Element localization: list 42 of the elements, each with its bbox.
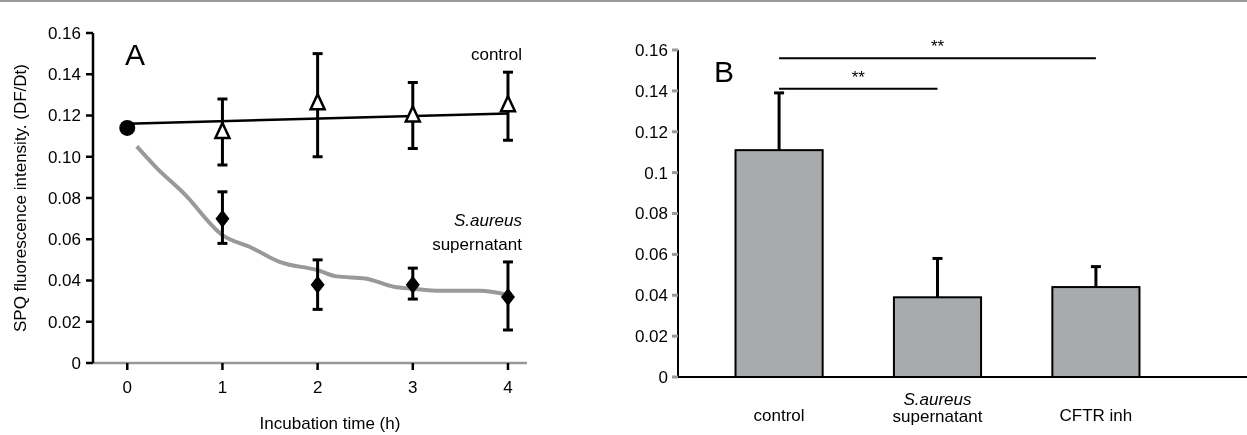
point bbox=[499, 94, 517, 113]
y-tick-label: 0.12 bbox=[634, 122, 668, 142]
chart-title: A bbox=[125, 38, 146, 71]
y-tick-label: 0.02 bbox=[47, 312, 81, 332]
point bbox=[310, 275, 325, 294]
x-tick-label: 0 bbox=[122, 378, 132, 397]
point bbox=[214, 121, 231, 140]
point bbox=[500, 288, 515, 306]
x-tick-label: S.aureus supernatant bbox=[892, 390, 983, 426]
x-tick-label: 3 bbox=[408, 378, 418, 397]
y-tick-label: 0.08 bbox=[47, 188, 81, 208]
y-tick-label: 0.06 bbox=[47, 230, 81, 250]
y-tick-label: 0 bbox=[71, 353, 81, 373]
x-tick-label: 1 bbox=[217, 378, 228, 397]
x-tick-label: control bbox=[753, 406, 805, 425]
y-tick-label: 0.14 bbox=[634, 81, 668, 101]
y-tick-label: 0.10 bbox=[47, 147, 81, 167]
point bbox=[404, 105, 422, 123]
series-label: S.aureus supernatant bbox=[432, 210, 523, 254]
chart-title: B bbox=[714, 55, 735, 88]
x-tick-label: 2 bbox=[312, 378, 323, 397]
x-tick-label: CFTR inh bbox=[1059, 406, 1133, 425]
y-axis-title: SPQ fluorescence intensity. (DF/Dt) bbox=[11, 64, 30, 332]
y-tick-label: 0.14 bbox=[47, 65, 81, 85]
y-tick-label: 0.06 bbox=[634, 245, 668, 265]
y-tick-label: 0.04 bbox=[47, 271, 81, 291]
y-tick-label: 0.12 bbox=[47, 106, 81, 126]
annotation: ** bbox=[851, 67, 866, 87]
point bbox=[405, 275, 420, 294]
y-tick-label: 0.1 bbox=[644, 163, 668, 183]
y-tick-label: 0.16 bbox=[634, 40, 668, 60]
x-tick-label: 4 bbox=[503, 378, 513, 397]
annotation: ** bbox=[930, 37, 945, 57]
y-tick-label: 0.16 bbox=[47, 23, 81, 43]
y-tick-label: 0.04 bbox=[634, 286, 668, 306]
point bbox=[215, 209, 230, 228]
point bbox=[119, 119, 136, 136]
x-axis-title: Incubation time (h) bbox=[259, 414, 401, 433]
point bbox=[309, 92, 326, 111]
y-tick-label: 0.02 bbox=[634, 327, 668, 347]
text: control bbox=[470, 45, 522, 65]
y-tick-label: 0.08 bbox=[634, 204, 668, 224]
